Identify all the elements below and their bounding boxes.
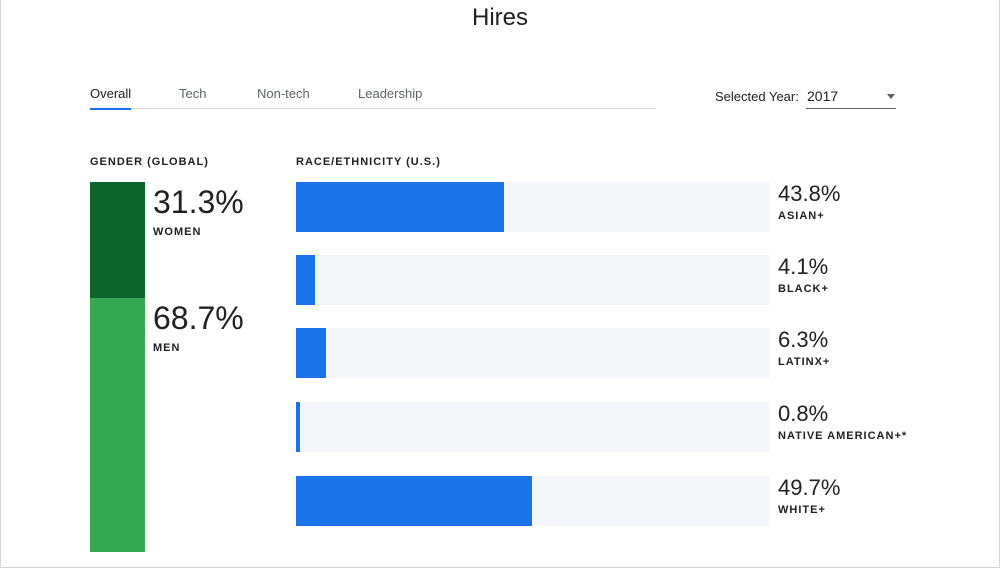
- race-value: 6.3%: [778, 327, 829, 352]
- gender-label-men: MEN: [153, 342, 181, 354]
- year-select-value: 2017: [807, 88, 839, 104]
- race-bar-track: [296, 255, 770, 305]
- race-bar: [296, 255, 316, 305]
- race-bar-track: [296, 328, 770, 378]
- race-value: 49.7%: [778, 475, 841, 500]
- race-label: WHITE+: [778, 504, 826, 516]
- race-label: ASIAN+: [778, 210, 825, 222]
- race-value: 43.8%: [778, 181, 841, 206]
- year-select[interactable]: 2017: [806, 86, 896, 109]
- gender-value-men: 68.7%: [153, 300, 244, 336]
- gender-chart-title: GENDER (GLOBAL): [90, 156, 209, 168]
- race-label: NATIVE AMERICAN+*: [778, 430, 908, 442]
- race-bar: [296, 476, 532, 526]
- race-label: LATINX+: [778, 356, 831, 368]
- gender-bar-women: [90, 182, 145, 298]
- race-value: 4.1%: [778, 254, 829, 279]
- page-title: Hires: [471, 4, 528, 31]
- tab-non-tech[interactable]: Non-tech: [257, 86, 310, 101]
- race-bar-track: [296, 476, 770, 526]
- gender-bar-men: [90, 298, 145, 552]
- race-value: 0.8%: [778, 401, 829, 426]
- tab-leadership[interactable]: Leadership: [358, 86, 423, 101]
- year-selector-label: Selected Year:: [715, 89, 799, 104]
- caret-down-icon: [887, 94, 895, 99]
- gender-value-women: 31.3%: [153, 184, 244, 220]
- race-bar: [296, 402, 300, 452]
- race-bar-track: [296, 182, 770, 232]
- race-chart-title: RACE/ETHNICITY (U.S.): [296, 156, 441, 168]
- race-bar: [296, 328, 326, 378]
- tab-bar: Overall Tech Non-tech Leadership: [90, 86, 656, 110]
- race-bar-track: [296, 402, 770, 452]
- race-label: BLACK+: [778, 283, 829, 295]
- gender-stacked-bar: [90, 182, 145, 552]
- gender-label-women: WOMEN: [153, 226, 202, 238]
- race-bar: [296, 182, 504, 232]
- tab-tech[interactable]: Tech: [179, 86, 207, 101]
- tab-overall[interactable]: Overall: [90, 86, 132, 110]
